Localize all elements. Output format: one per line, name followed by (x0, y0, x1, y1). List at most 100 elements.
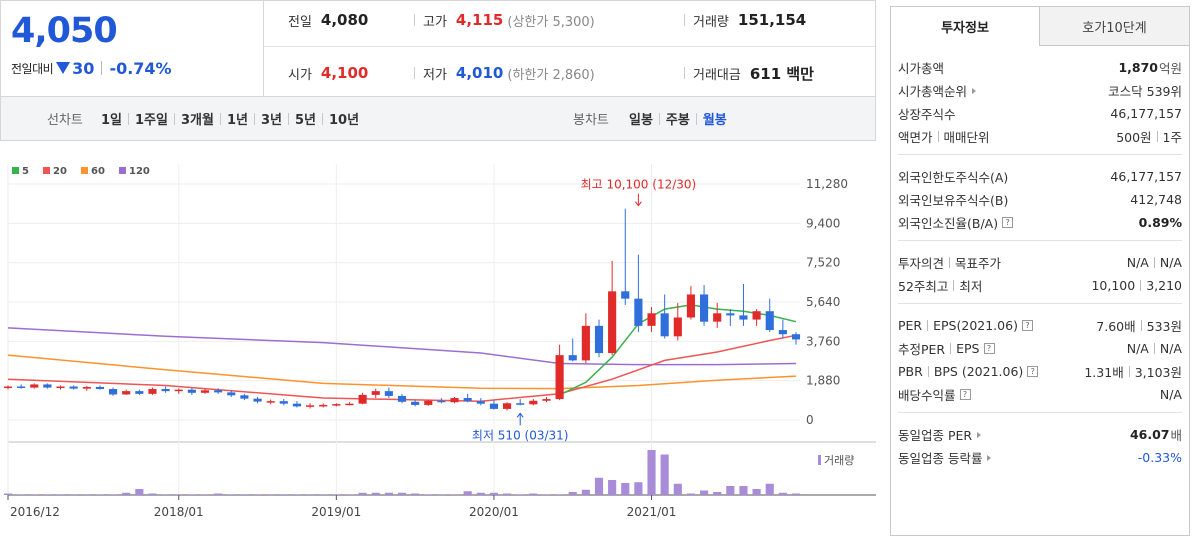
help-icon[interactable]: ? (983, 343, 995, 354)
info-row-value: -0.33% (1138, 450, 1182, 465)
volume-bar (17, 494, 26, 495)
tab-investment-info[interactable]: 투자정보 (890, 6, 1040, 46)
change-value: 30 (72, 58, 95, 78)
period-candle_periods-2[interactable]: 월봉 (702, 113, 727, 128)
candle-body (411, 401, 420, 405)
candle-body (292, 403, 302, 407)
open-label: 시가 (288, 67, 312, 83)
candle-chart-label: 봉차트 (573, 113, 609, 128)
period-line_periods-6[interactable]: 10년 (329, 113, 360, 128)
info-key: 52주최고 (898, 279, 949, 294)
info-value: 1,870 (1118, 60, 1158, 75)
candle-body (332, 404, 341, 406)
y-tick-label: 5,640 (806, 295, 840, 309)
divider (927, 320, 929, 331)
volume-bar (135, 489, 144, 495)
period-line_periods-3[interactable]: 1년 (226, 113, 248, 128)
amount-value: 611 백만 (749, 64, 814, 83)
info-value: 1주 (1162, 130, 1182, 145)
volume-bar (108, 494, 118, 495)
candle-body (713, 313, 722, 322)
info-row-key: PBR BPS (2021.06)? (898, 364, 1039, 379)
candle-body (542, 399, 551, 401)
candle-body (82, 386, 91, 389)
period-line_periods-1[interactable]: 1주일 (135, 113, 168, 128)
prev-close-cell: 전일 4,080 (288, 10, 368, 30)
divider (414, 67, 415, 79)
legend-label: 120 (129, 166, 150, 177)
info-value: 0.89% (1138, 215, 1182, 230)
info-value: N/A (1159, 341, 1182, 356)
period-candle_periods-1[interactable]: 주봉 (665, 113, 690, 128)
candle-body (673, 317, 682, 337)
divider (414, 14, 415, 26)
volume-bar (686, 493, 696, 495)
volume-bar (726, 486, 735, 495)
amount-cell: 거래대금 611 백만 (684, 63, 814, 83)
y-tick-label: 11,280 (806, 177, 848, 191)
low-arrow-head (516, 412, 524, 418)
period-line_periods-5[interactable]: 5년 (294, 113, 316, 128)
help-icon[interactable]: ? (1002, 217, 1014, 228)
volume-label: 거래량 (693, 14, 729, 30)
x-tick-label: 2021/01 (627, 505, 677, 519)
amount-label: 거래대금 (693, 67, 741, 83)
volume-bar (516, 494, 525, 495)
info-unit: 억원 (1158, 61, 1182, 76)
candle-body (397, 395, 407, 402)
volume-bar (82, 494, 91, 495)
ma-20-line (7, 334, 797, 402)
volume-value: 151,154 (737, 11, 807, 29)
info-row-value: 1,870 억원 (1118, 58, 1182, 77)
candle-body (384, 391, 393, 396)
volume-bar (95, 494, 105, 495)
volume-bar (594, 477, 604, 495)
divider (949, 257, 951, 268)
info-key: BPS (2021.06) (933, 364, 1024, 379)
info-key: 외국인소진율(B/A) (898, 216, 999, 231)
volume-bar (214, 493, 223, 495)
info-value: 46,177,157 (1110, 169, 1182, 184)
info-section-sec2: 외국인한도주식수(A) 46,177,157 외국인보유주식수(B) 412,748 외… (898, 155, 1182, 241)
candle-body (424, 400, 433, 405)
tab-order-book[interactable]: 호가10단계 (1040, 6, 1190, 46)
info-unit: 배 (1170, 428, 1182, 443)
info-key: 동일업종 PER (898, 428, 973, 443)
legend-swatch (81, 167, 88, 174)
period-line_periods-4[interactable]: 3년 (260, 113, 282, 128)
candle-body (529, 400, 538, 405)
candle-body (56, 386, 65, 389)
divider (684, 67, 685, 79)
ma-120-line (7, 327, 797, 366)
volume-bar (752, 489, 761, 495)
candle-body (240, 395, 249, 399)
info-row-key: 투자의견 목표주가 (898, 253, 1001, 272)
candle-body (17, 386, 26, 389)
chart-period-bar: 선차트 1일 1주일 3개월 1년 3년 5년 10년 봉차트 일봉 주봉 월봉 (0, 97, 876, 141)
period-candle_periods-0[interactable]: 일봉 (629, 113, 653, 128)
candle-body (3, 386, 13, 389)
divider (658, 112, 660, 125)
candle-body (778, 330, 787, 335)
help-icon[interactable]: ? (959, 389, 971, 400)
volume-bar (424, 494, 433, 495)
panel-body: 시가총액 1,870 억원 시가총액순위 코스닥 539위 상장주식수 46,177,157… (890, 46, 1190, 536)
info-row: 추정PER EPS? N/A N/A (898, 337, 1182, 360)
period-line_periods-0[interactable]: 1일 (101, 113, 123, 128)
volume-bar (240, 494, 249, 495)
caret-right-icon (987, 454, 992, 461)
volume-bar (660, 454, 669, 495)
volume-bar (476, 492, 485, 495)
caret-right-icon (972, 87, 977, 94)
line-period-list: 1일 1주일 3개월 1년 3년 5년 10년 (95, 109, 365, 128)
period-line_periods-2[interactable]: 3개월 (180, 113, 214, 128)
candle-body (463, 398, 472, 402)
volume-bar (699, 490, 709, 495)
help-icon[interactable]: ? (1021, 320, 1033, 331)
candle-body (699, 294, 709, 322)
info-row: 투자의견 목표주가 N/A N/A (898, 251, 1182, 274)
help-icon[interactable]: ? (1027, 366, 1039, 377)
divider (1128, 366, 1130, 377)
candle-body (108, 389, 118, 395)
info-value: 10,100 (1091, 278, 1136, 293)
